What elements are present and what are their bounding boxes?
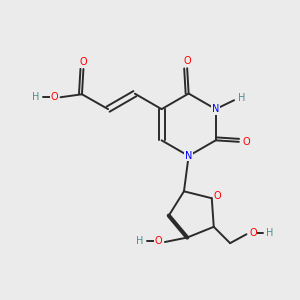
Text: O: O [249, 228, 257, 238]
Text: O: O [80, 57, 87, 67]
Text: O: O [183, 56, 191, 66]
Text: H: H [266, 228, 273, 238]
Text: H: H [136, 236, 143, 246]
Text: O: O [214, 191, 221, 201]
Text: N: N [185, 151, 192, 161]
Text: N: N [212, 104, 219, 114]
Text: O: O [242, 137, 250, 147]
Text: H: H [32, 92, 39, 102]
Text: O: O [154, 236, 162, 246]
Text: H: H [238, 93, 245, 103]
Text: O: O [50, 92, 58, 102]
